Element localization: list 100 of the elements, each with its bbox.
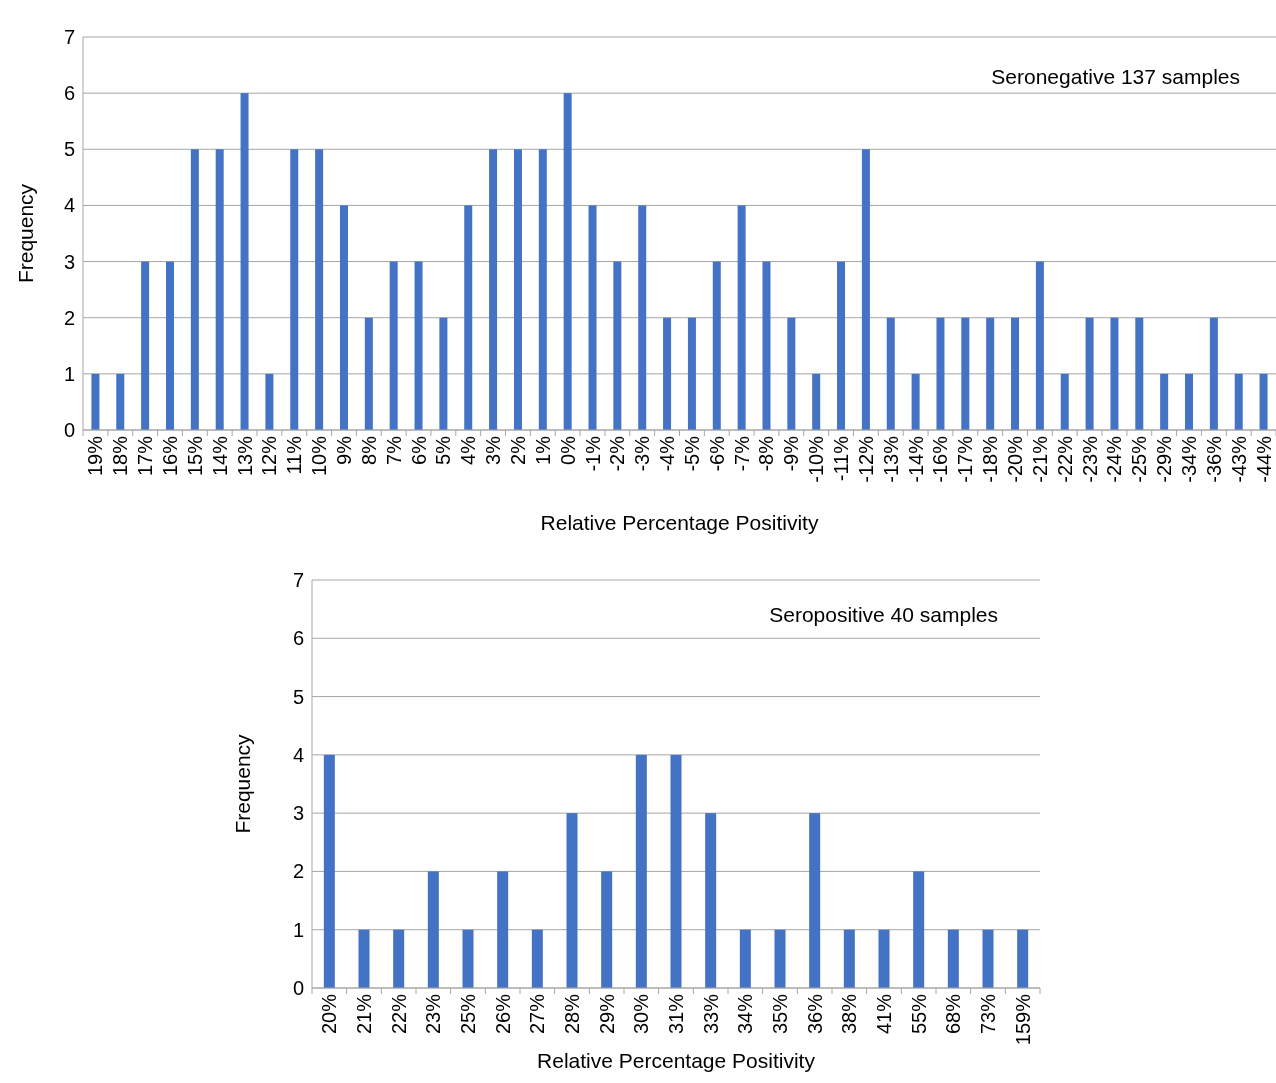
bar <box>1011 317 1020 430</box>
x-tick-label: 31% <box>665 993 687 1035</box>
bar <box>878 929 890 988</box>
x-tick-label: -36% <box>1202 435 1225 483</box>
bar <box>393 929 405 988</box>
bar <box>787 317 796 430</box>
y-tick-label: 6 <box>63 82 75 105</box>
x-tick-label: -24% <box>1103 435 1126 483</box>
x-tick-label: 35% <box>769 993 791 1035</box>
x-tick-label: 55% <box>907 993 930 1035</box>
x-tick-label: -25% <box>1128 435 1151 483</box>
bar <box>913 871 925 988</box>
bar <box>364 317 373 430</box>
bar <box>601 871 613 988</box>
bar <box>986 317 995 430</box>
bar <box>1209 317 1218 430</box>
x-tick-label: -11% <box>830 435 853 482</box>
x-axis-title: Relative Percentage Positivity <box>537 1049 816 1072</box>
x-tick-label: 15% <box>183 435 206 477</box>
x-tick-label: 4% <box>457 435 480 465</box>
x-tick-label: 8% <box>357 435 380 465</box>
x-tick-label: 3% <box>482 435 505 465</box>
bar <box>638 205 647 430</box>
bar <box>323 754 335 988</box>
y-tick-label: 2 <box>292 860 304 883</box>
y-tick-label: 5 <box>63 138 75 161</box>
y-axis-title: Frequency <box>14 183 37 284</box>
annotation: Seronegative 137 samples <box>991 65 1240 88</box>
bar <box>290 149 299 430</box>
bar <box>513 149 522 430</box>
x-tick-label: 28% <box>561 993 583 1035</box>
x-tick-label: 29% <box>595 993 618 1035</box>
x-tick-label: -44% <box>1252 435 1275 483</box>
x-tick-label: 21% <box>353 993 375 1035</box>
x-tick-label: -2% <box>606 435 629 472</box>
bar <box>588 205 597 430</box>
bar <box>1060 373 1069 430</box>
y-tick-label: 7 <box>292 569 304 591</box>
bar <box>563 93 572 430</box>
bar <box>464 205 473 430</box>
y-tick-label: 2 <box>63 306 75 329</box>
bar <box>538 149 547 430</box>
x-tick-label: 12% <box>258 435 281 477</box>
bar <box>215 149 224 430</box>
x-tick-label: 34% <box>734 993 757 1035</box>
bar <box>389 261 398 430</box>
bar <box>705 813 717 988</box>
bar <box>531 929 543 988</box>
bar <box>165 261 174 430</box>
x-tick-label: -3% <box>631 435 654 472</box>
bar <box>240 93 249 430</box>
bar <box>427 871 439 988</box>
x-tick-label: -1% <box>581 435 604 472</box>
x-tick-label: 0% <box>556 435 579 465</box>
x-tick-label: -21% <box>1028 435 1051 483</box>
bar <box>315 149 324 430</box>
bar <box>774 929 786 988</box>
x-tick-label: -9% <box>780 435 803 472</box>
x-tick-label: -22% <box>1053 435 1076 483</box>
bar <box>737 205 746 430</box>
x-tick-label: -14% <box>904 435 927 483</box>
bar <box>1085 317 1094 430</box>
bar <box>358 929 370 988</box>
bar <box>439 317 448 430</box>
bar <box>663 317 672 430</box>
bar <box>762 261 771 430</box>
bar <box>670 754 682 988</box>
x-tick-label: 20% <box>318 993 341 1035</box>
bar <box>739 929 751 988</box>
x-tick-label: -18% <box>979 435 1002 483</box>
x-tick-label: 16% <box>158 435 181 477</box>
bar <box>414 261 423 430</box>
x-tick-label: 1% <box>531 435 554 465</box>
x-tick-label: -17% <box>954 435 977 483</box>
bar <box>190 149 199 430</box>
x-tick-label: -29% <box>1153 435 1176 483</box>
x-tick-label: 73% <box>977 993 999 1035</box>
x-tick-label: -7% <box>730 435 753 472</box>
x-tick-label: 9% <box>332 435 355 465</box>
bar <box>635 754 647 988</box>
bar <box>116 373 125 430</box>
bar <box>911 373 920 430</box>
x-tick-label: 17% <box>134 435 157 477</box>
x-tick-label: 5% <box>432 435 455 465</box>
x-tick-label: 25% <box>457 993 479 1035</box>
bar <box>613 261 622 430</box>
x-tick-label: -12% <box>854 435 877 483</box>
bar <box>1185 373 1194 430</box>
bar <box>947 929 959 988</box>
y-tick-label: 0 <box>292 977 304 999</box>
bar <box>566 813 578 988</box>
y-tick-label: 4 <box>292 743 304 766</box>
bar <box>1017 929 1029 988</box>
bar <box>141 261 150 430</box>
y-tick-label: 5 <box>292 685 304 708</box>
x-tick-label: -43% <box>1227 435 1250 483</box>
bar <box>339 205 348 430</box>
x-tick-label: 2% <box>506 435 529 465</box>
y-tick-label: 4 <box>63 194 75 217</box>
x-tick-label: -13% <box>879 435 902 483</box>
